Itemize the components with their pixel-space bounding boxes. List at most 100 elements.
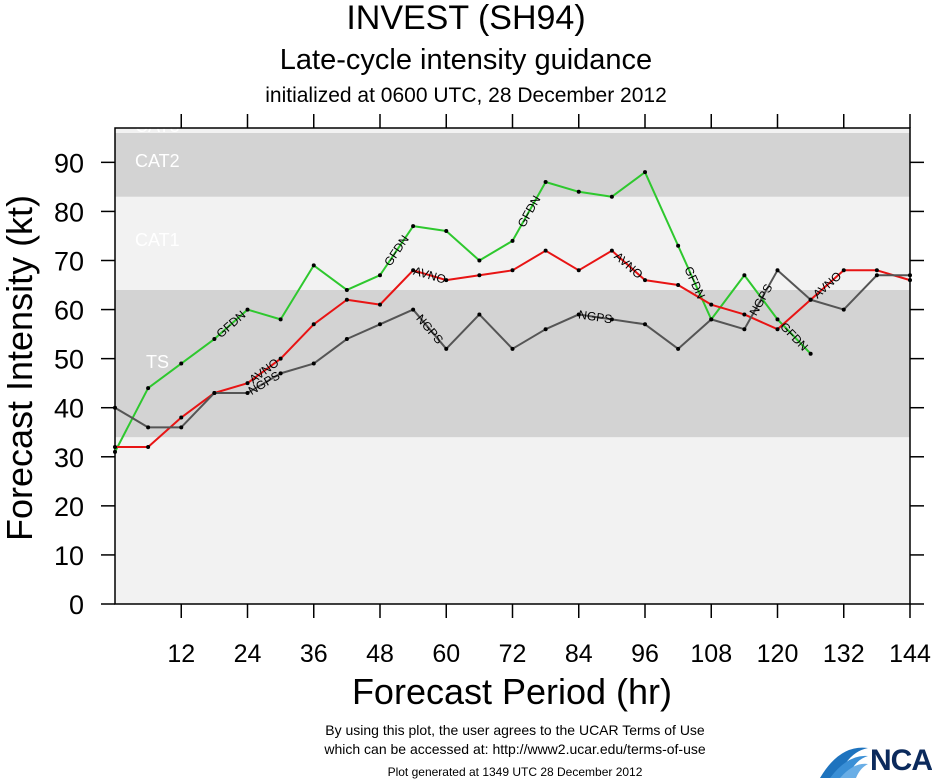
- y-tick-label: 30: [54, 443, 84, 473]
- band-cat1: [115, 196, 910, 290]
- y-tick-label: 90: [54, 148, 84, 178]
- series-ngps-point: [278, 371, 283, 376]
- series-gfdn-point: [510, 238, 515, 243]
- series-avno-point: [609, 248, 614, 253]
- series-ngps-point: [543, 327, 548, 332]
- series-avno-point: [676, 283, 681, 288]
- series-avno-point: [146, 444, 151, 449]
- x-tick-label: 84: [565, 640, 593, 668]
- series-avno-point: [477, 273, 482, 278]
- chart-title: INVEST (SH94): [346, 0, 586, 37]
- series-gfdn-point: [278, 317, 283, 322]
- series-avno-point: [841, 268, 846, 273]
- series-avno-point: [742, 312, 747, 317]
- x-tick-label: 72: [499, 640, 527, 668]
- series-gfdn-point: [775, 317, 780, 322]
- series-avno-point: [543, 248, 548, 253]
- series-ngps-point: [643, 322, 647, 327]
- series-avno-point: [278, 356, 283, 361]
- series-ngps-point: [146, 425, 151, 430]
- band-cat3-label: CAT3: [135, 116, 180, 136]
- series-gfdn-point: [808, 351, 813, 356]
- series-ngps-point: [908, 273, 912, 278]
- series-ngps-point: [609, 317, 614, 322]
- y-tick-label: 60: [54, 296, 84, 326]
- series-ngps-point: [709, 317, 714, 322]
- series-gfdn-point: [477, 258, 482, 263]
- series-ngps-point: [477, 312, 482, 317]
- series-gfdn-point: [378, 273, 382, 278]
- initialization-time: initialized at 0600 UTC, 28 December 201…: [265, 84, 667, 107]
- series-avno-point: [576, 268, 581, 273]
- series-gfdn-point: [311, 263, 316, 268]
- band-cat3: [115, 128, 910, 133]
- axes: 0 10 20 30 40 50 60 70 80 90 12 24 36 48 60 72 84 96 108 12…: [54, 114, 931, 668]
- series-gfdn-point: [411, 224, 416, 229]
- x-tick-label: 48: [366, 640, 394, 668]
- y-tick-label: 0: [69, 590, 84, 620]
- x-axis-label: Forecast Period (hr): [352, 671, 672, 712]
- series-avno-point: [709, 302, 714, 307]
- terms-line-2: which can be accessed at: http://www2.uc…: [324, 741, 706, 757]
- band-cat2: [115, 132, 910, 197]
- intensity-bands: TS CAT1 CAT2 CAT3: [115, 116, 910, 604]
- series-gfdn-point: [179, 361, 184, 366]
- x-tick-label: 108: [690, 640, 732, 668]
- series-gfdn-point: [609, 194, 614, 199]
- x-tick-label: 24: [234, 640, 262, 668]
- x-tick-label: 96: [631, 640, 659, 668]
- series-ngps-point: [113, 405, 117, 410]
- series-ngps-point: [576, 312, 581, 317]
- series-ngps-point: [874, 273, 879, 278]
- series-lines: [113, 170, 912, 454]
- series-ngps-point: [742, 327, 747, 332]
- x-tick-label: 12: [167, 640, 195, 668]
- series-avno-point: [444, 278, 449, 283]
- series-avno-point: [775, 327, 780, 332]
- series-ngps-point: [179, 425, 184, 430]
- y-tick-label: 10: [54, 541, 84, 571]
- y-tick-label: 70: [54, 246, 84, 276]
- series-gfdn-point: [146, 386, 151, 391]
- x-tick-label: 132: [823, 640, 865, 668]
- series-ngps-point: [444, 346, 449, 351]
- series-ngps-point: [775, 268, 780, 273]
- series-ngps-point: [510, 346, 515, 351]
- series-ngps-point: [841, 307, 846, 312]
- y-tick-label: 40: [54, 394, 84, 424]
- series-avno-point: [344, 297, 349, 302]
- series-ngps-label: NGPS: [577, 308, 613, 327]
- band-ts-label: TS: [146, 352, 169, 372]
- series-avno-point: [113, 444, 117, 449]
- series-avno-point: [874, 268, 879, 273]
- series-avno-point: [411, 268, 416, 273]
- series-avno-point: [378, 302, 382, 307]
- series-gfdn-point: [543, 179, 548, 184]
- series-ngps-point: [411, 307, 416, 312]
- series-avno-point: [908, 278, 912, 283]
- series-gfdn-point: [676, 243, 681, 248]
- series-gfdn-point: [245, 307, 250, 312]
- series-gfdn-point: [742, 273, 747, 278]
- chart-subtitle: Late-cycle intensity guidance: [279, 44, 653, 76]
- series-avno-point: [245, 381, 250, 386]
- band-cat2-label: CAT2: [135, 151, 180, 171]
- series-gfdn-point: [576, 189, 581, 194]
- series-ngps-point: [212, 390, 217, 395]
- series-avno-point: [510, 268, 515, 273]
- series-avno-point: [179, 415, 184, 420]
- series-ngps-point: [378, 322, 382, 327]
- series-gfdn-point: [444, 229, 449, 234]
- intensity-chart: TS CAT1 CAT2 CAT3 0 10 20 30 40 50 60 70 80 90 12 24 36…: [0, 114, 931, 712]
- series-avno-point: [311, 322, 316, 327]
- x-tick-label: 60: [432, 640, 460, 668]
- series-gfdn-point: [643, 170, 647, 175]
- generated-time: Plot generated at 1349 UTC 28 December 2…: [387, 765, 643, 779]
- band-cat1-label: CAT1: [135, 230, 180, 250]
- series-ngps-point: [344, 337, 349, 342]
- ncar-logo-icon: [820, 747, 868, 778]
- y-tick-label: 20: [54, 492, 84, 522]
- ncar-logo-text: NCAR: [870, 744, 932, 777]
- series-ngps-point: [311, 361, 316, 366]
- series-ngps-point: [676, 346, 681, 351]
